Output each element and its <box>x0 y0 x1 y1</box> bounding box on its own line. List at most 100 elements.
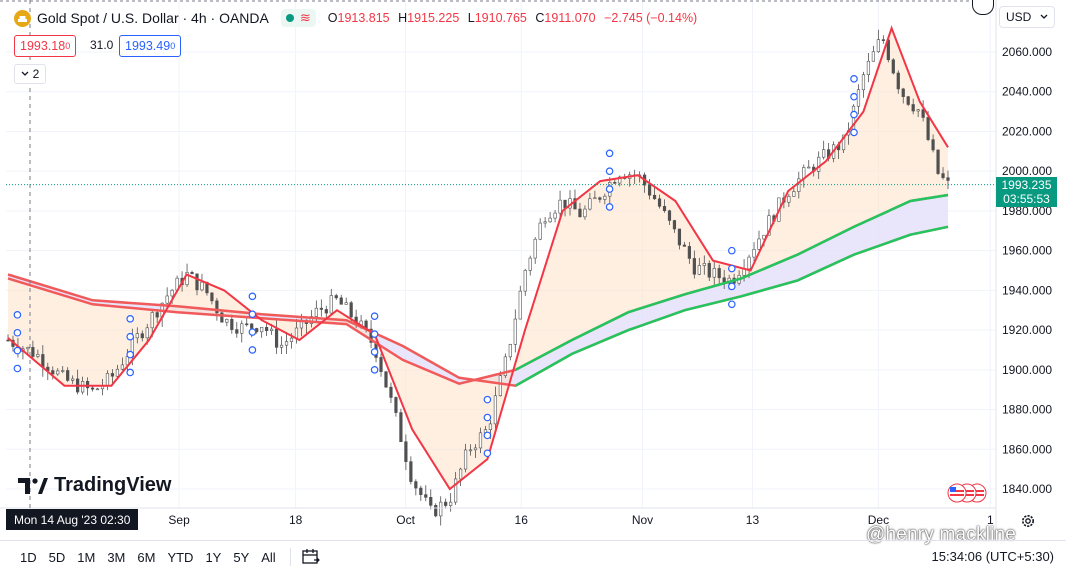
candle-body <box>240 323 244 334</box>
candle <box>573 189 577 210</box>
tradingview-wordmark: TradingView <box>54 474 172 496</box>
candle <box>692 250 696 279</box>
range-ytd-button[interactable]: YTD <box>167 549 194 565</box>
range-1d-button[interactable]: 1D <box>20 549 37 565</box>
range-5y-button[interactable]: 5Y <box>233 549 250 565</box>
candle-body <box>926 117 930 140</box>
candle-body <box>558 199 562 214</box>
candle-body <box>120 364 124 370</box>
candle-body <box>946 177 950 181</box>
candle <box>120 357 124 371</box>
candle <box>235 322 239 338</box>
sell-button[interactable]: 1993.18 0 <box>14 35 77 57</box>
candle-body <box>891 59 895 74</box>
ohlc-change: −2.745 (−0.14%) <box>604 11 698 25</box>
candle <box>429 489 433 510</box>
candle-body <box>230 319 234 330</box>
candle <box>384 371 388 388</box>
candle <box>56 368 60 376</box>
candle-body <box>468 449 473 452</box>
candle-body <box>911 104 915 112</box>
ohlc-low-label: L <box>467 11 475 25</box>
symbol-title[interactable]: Gold Spot / U.S. Dollar · 4h · OANDA <box>37 10 269 26</box>
candle <box>916 108 920 118</box>
candle-body <box>792 191 796 197</box>
indicator-bands <box>8 28 948 489</box>
candle <box>807 160 811 169</box>
candle-body <box>324 309 328 314</box>
x-tick-label: Sep <box>168 513 190 527</box>
price-axis: 1840.000 1860.000 1880.000 1900.000 1920.000… <box>0 0 1052 540</box>
indicators-toggle-button[interactable]: 2 <box>14 64 46 84</box>
calendar-range-icon[interactable] <box>301 548 321 566</box>
range-1y-button[interactable]: 1Y <box>205 549 222 565</box>
candle <box>468 444 473 456</box>
candle-body <box>349 302 353 318</box>
x-tick-label: 18 <box>289 513 303 527</box>
candle-body <box>508 344 512 358</box>
candle-body <box>110 373 115 377</box>
candle-body <box>881 39 885 41</box>
scale-lock-button[interactable] <box>972 0 994 15</box>
currency-select[interactable]: USD <box>999 6 1055 28</box>
signal-marker <box>727 282 736 291</box>
candle-body <box>936 149 940 174</box>
candle <box>881 35 885 44</box>
candle-body <box>498 375 502 397</box>
signal-marker <box>605 149 614 158</box>
candle <box>593 190 597 200</box>
candle <box>339 294 343 305</box>
candle <box>687 241 691 264</box>
currency-value: USD <box>1006 10 1032 24</box>
candle-body <box>389 386 393 398</box>
candle-body <box>896 72 900 90</box>
candle-body <box>538 222 542 240</box>
bottom-toolbar: 1D 5D 1M 3M 6M YTD 1Y 5Y All 15:34:06 (U… <box>0 540 1066 573</box>
candle-body <box>314 307 318 317</box>
candle <box>891 58 895 75</box>
candle-body <box>90 387 95 390</box>
candle-body <box>652 194 657 200</box>
candle-body <box>533 238 537 259</box>
candle-body <box>613 182 617 184</box>
candle <box>548 211 552 223</box>
candle-body <box>677 228 682 246</box>
candle <box>861 71 866 98</box>
range-3m-button[interactable]: 3M <box>107 549 126 565</box>
candle-body <box>523 270 527 292</box>
economic-events-icon[interactable] <box>946 482 992 509</box>
range-5d-button[interactable]: 5D <box>48 549 66 565</box>
ohlc-high-value: 1915.225 <box>407 11 460 25</box>
candle-body <box>399 412 403 443</box>
range-1m-button[interactable]: 1M <box>77 549 96 565</box>
range-all-button[interactable]: All <box>261 549 276 565</box>
candle-body <box>135 333 139 339</box>
candle-body <box>424 494 428 498</box>
candle-body <box>747 256 751 270</box>
candle-body <box>588 198 592 210</box>
candle-body <box>200 281 204 291</box>
candle <box>245 317 249 327</box>
candle-body <box>220 312 224 323</box>
clock-timezone[interactable]: 15:34:06 (UTC+5:30) <box>931 549 1054 564</box>
signal-marker <box>850 128 858 137</box>
market-status[interactable]: ≋ <box>280 9 316 27</box>
signal-marker <box>126 368 135 377</box>
gear-icon[interactable] <box>1020 513 1036 529</box>
sell-price-sup: 0 <box>65 41 71 51</box>
range-6m-button[interactable]: 6M <box>137 549 156 565</box>
candle-body <box>787 196 791 203</box>
candle-body <box>190 272 194 275</box>
buy-button[interactable]: 1993.49 0 <box>119 35 182 57</box>
candle-body <box>185 272 189 286</box>
candle <box>817 151 821 180</box>
candle <box>523 268 527 296</box>
candle-body <box>871 51 875 62</box>
candle-body <box>279 344 284 348</box>
x-tick-label: Oct <box>396 513 415 527</box>
candle-body <box>444 501 448 506</box>
candle <box>896 70 900 94</box>
candle <box>697 257 701 276</box>
tradingview-logo[interactable]: TradingView <box>18 474 171 497</box>
candle <box>95 387 100 391</box>
